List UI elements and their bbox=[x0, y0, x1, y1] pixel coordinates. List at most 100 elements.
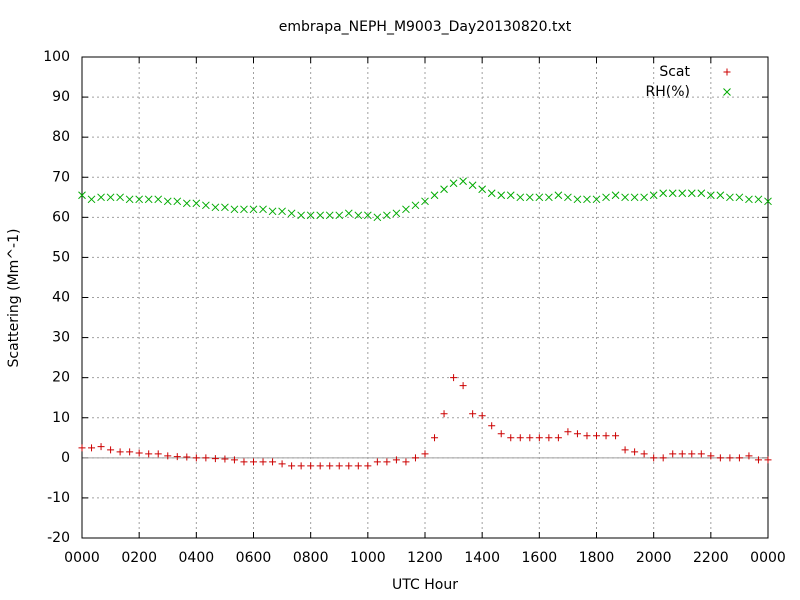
data-point bbox=[116, 193, 124, 202]
legend-marker bbox=[723, 88, 731, 96]
data-point bbox=[726, 454, 734, 462]
data-point bbox=[335, 211, 344, 220]
data-point bbox=[135, 449, 143, 457]
data-point bbox=[469, 410, 477, 418]
data-point bbox=[497, 191, 506, 200]
data-point bbox=[716, 191, 725, 200]
data-point bbox=[430, 191, 439, 200]
data-point bbox=[392, 209, 401, 218]
data-point bbox=[145, 450, 153, 458]
data-point bbox=[640, 450, 648, 458]
chart-title: embrapa_NEPH_M9003_Day20130820.txt bbox=[279, 19, 572, 35]
data-point bbox=[383, 458, 391, 466]
data-point bbox=[135, 195, 144, 204]
data-point bbox=[344, 209, 353, 218]
data-point bbox=[525, 193, 534, 202]
data-point bbox=[440, 185, 448, 194]
data-point bbox=[278, 460, 286, 468]
data-point bbox=[345, 462, 353, 470]
x-tick-label: 2200 bbox=[693, 550, 729, 566]
data-point bbox=[583, 432, 591, 440]
y-axis-label: Scattering (Mm^-1) bbox=[6, 229, 22, 368]
data-point bbox=[173, 197, 182, 206]
x-tick-label: 0400 bbox=[179, 550, 215, 566]
data-point bbox=[268, 207, 277, 216]
data-point bbox=[631, 448, 639, 456]
x-axis-label: UTC Hour bbox=[392, 577, 458, 593]
legend-marker bbox=[723, 68, 731, 76]
data-point bbox=[450, 374, 458, 382]
data-point bbox=[545, 434, 553, 442]
data-point bbox=[545, 193, 553, 202]
x-tick-label: 2000 bbox=[636, 550, 672, 566]
data-point bbox=[278, 207, 286, 216]
x-tick-label: 1800 bbox=[579, 550, 615, 566]
data-point bbox=[97, 443, 105, 451]
data-point bbox=[392, 456, 400, 464]
x-tick-label: 1600 bbox=[522, 550, 558, 566]
data-point bbox=[354, 462, 362, 470]
data-point bbox=[602, 193, 610, 202]
data-point bbox=[354, 211, 363, 220]
data-point bbox=[535, 193, 544, 202]
x-tick-label: 0000 bbox=[64, 550, 100, 566]
data-point bbox=[487, 189, 496, 198]
data-point bbox=[192, 454, 200, 462]
data-point bbox=[307, 462, 315, 470]
data-point bbox=[697, 189, 706, 198]
data-point bbox=[240, 458, 248, 466]
x-tick-label: 1400 bbox=[464, 550, 500, 566]
data-point bbox=[554, 191, 563, 200]
data-point bbox=[144, 195, 153, 204]
y-tick-label: 30 bbox=[52, 330, 70, 346]
data-point bbox=[325, 211, 334, 220]
data-point bbox=[373, 458, 381, 466]
data-point bbox=[564, 193, 572, 202]
data-point bbox=[411, 201, 420, 210]
data-point bbox=[126, 448, 134, 456]
data-point bbox=[316, 211, 325, 220]
data-point bbox=[440, 410, 448, 418]
data-point bbox=[449, 179, 458, 188]
data-point bbox=[363, 211, 372, 220]
data-point bbox=[573, 430, 581, 438]
data-point bbox=[573, 195, 582, 204]
data-point bbox=[211, 455, 219, 463]
data-point bbox=[259, 205, 267, 214]
data-point bbox=[602, 432, 610, 440]
data-point bbox=[297, 462, 305, 470]
data-point bbox=[306, 211, 315, 220]
data-point bbox=[202, 454, 210, 462]
data-point bbox=[697, 450, 705, 458]
data-point bbox=[211, 203, 220, 212]
x-tick-label: 0800 bbox=[293, 550, 329, 566]
x-tick-label: 0200 bbox=[121, 550, 157, 566]
data-point bbox=[192, 199, 201, 208]
data-point bbox=[173, 453, 181, 461]
data-point bbox=[202, 201, 210, 210]
data-point bbox=[78, 191, 86, 200]
y-tick-label: 20 bbox=[52, 370, 70, 386]
data-point bbox=[288, 462, 296, 470]
data-point bbox=[554, 434, 562, 442]
data-point bbox=[678, 450, 686, 458]
data-point bbox=[621, 193, 629, 202]
data-point bbox=[383, 211, 391, 220]
data-point bbox=[106, 193, 115, 202]
data-point bbox=[612, 432, 620, 440]
data-point bbox=[468, 181, 477, 190]
data-point bbox=[516, 434, 524, 442]
data-point bbox=[754, 456, 762, 464]
data-point bbox=[183, 453, 191, 461]
data-point bbox=[564, 428, 572, 436]
data-point bbox=[163, 197, 172, 206]
data-point bbox=[649, 191, 658, 200]
data-point bbox=[373, 213, 382, 222]
data-point bbox=[668, 189, 677, 198]
data-point bbox=[764, 197, 772, 206]
data-point bbox=[526, 434, 534, 442]
data-point bbox=[402, 205, 410, 214]
x-tick-label: 1000 bbox=[350, 550, 386, 566]
data-point bbox=[431, 434, 439, 442]
